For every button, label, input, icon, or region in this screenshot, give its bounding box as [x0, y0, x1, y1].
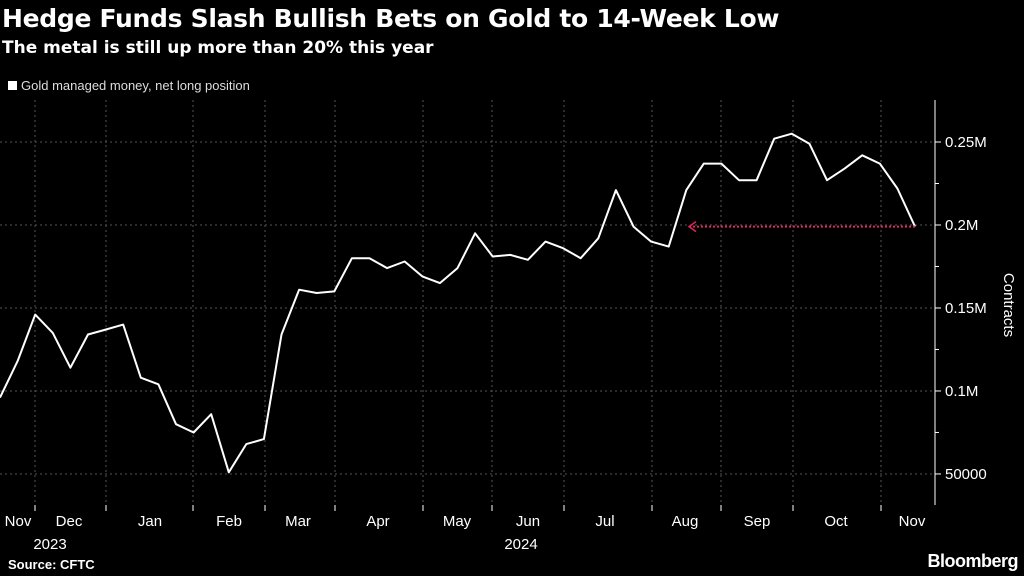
x-tick-label: Mar: [285, 513, 311, 530]
x-tick-label: Feb: [216, 513, 242, 530]
x-tick-label: Nov: [5, 513, 32, 530]
x-tick-label: Oct: [824, 513, 848, 530]
y-tick-label: 0.25M: [945, 134, 987, 151]
chart-title: Hedge Funds Slash Bullish Bets on Gold t…: [2, 4, 780, 33]
series-line-gold-net-long: [0, 132, 916, 474]
x-tick-label: Nov: [899, 513, 926, 530]
x-tick-label: Sep: [744, 513, 771, 530]
y-tick-label: 0.1M: [945, 383, 978, 400]
y-axis-title: Contracts: [1000, 273, 1017, 337]
year-label: 2024: [504, 536, 537, 553]
x-tick-label: Dec: [56, 513, 83, 530]
year-label: 2023: [33, 536, 66, 553]
bloomberg-logo: Bloomberg: [927, 551, 1018, 571]
legend: Gold managed money, net long position: [8, 78, 250, 93]
x-tick-label: Jun: [516, 513, 540, 530]
x-tick-label: Jul: [595, 513, 614, 530]
y-tick-label: 0.15M: [945, 300, 987, 317]
x-tick-label: Jan: [138, 513, 162, 530]
legend-label: Gold managed money, net long position: [21, 78, 250, 93]
arrow-head-icon: [687, 221, 697, 233]
y-tick-label: 50000: [945, 466, 987, 483]
x-tick-label: Aug: [672, 513, 699, 530]
x-tick-label: May: [443, 513, 472, 530]
chart-subtitle: The metal is still up more than 20% this…: [2, 38, 434, 58]
legend-swatch: [8, 81, 17, 90]
y-tick-label: 0.2M: [945, 217, 978, 234]
x-tick-label: Apr: [366, 513, 389, 530]
source-note: Source: CFTC: [8, 557, 95, 572]
